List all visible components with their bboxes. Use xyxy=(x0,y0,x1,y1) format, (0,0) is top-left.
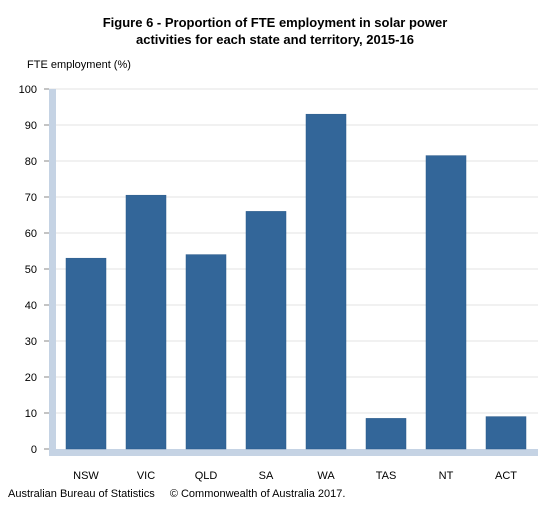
chart-title-line-1: Figure 6 - Proportion of FTE employment … xyxy=(102,15,448,30)
y-tick-label: 80 xyxy=(25,156,37,168)
y-tick-label: 60 xyxy=(25,228,37,240)
x-tick-label: NSW xyxy=(73,470,99,482)
y-axis-label: FTE employment (%) xyxy=(27,59,131,71)
x-tick-label: SA xyxy=(259,470,274,482)
y-tick-label: 10 xyxy=(25,408,37,420)
bars xyxy=(65,113,527,450)
source-text: Australian Bureau of Statistics xyxy=(8,488,155,500)
bar xyxy=(485,416,527,450)
y-tick-label: 0 xyxy=(31,444,37,456)
chart-title: Figure 6 - Proportion of FTE employment … xyxy=(0,14,550,48)
bar xyxy=(185,254,227,450)
x-tick-label: VIC xyxy=(137,470,155,482)
y-tick-label: 30 xyxy=(25,336,37,348)
y-tick-label: 20 xyxy=(25,372,37,384)
x-tick-label: QLD xyxy=(195,470,218,482)
y-tick-labels: 0 10 20 30 40 50 60 70 80 90 100 xyxy=(19,84,37,456)
x-tick-label: NT xyxy=(439,470,454,482)
y-tick-label: 100 xyxy=(19,84,37,96)
chart-title-line-2: activities for each state and territory,… xyxy=(136,32,414,47)
y-tick-label: 90 xyxy=(25,120,37,132)
x-tick-label: ACT xyxy=(495,470,517,482)
bar xyxy=(245,211,287,450)
x-tick-label: WA xyxy=(317,470,335,482)
y-tick-label: 40 xyxy=(25,300,37,312)
footer: Australian Bureau of Statistics © Common… xyxy=(8,488,357,500)
bar xyxy=(365,418,407,450)
axis-bands xyxy=(49,89,538,456)
x-tick-labels: NSW VIC QLD SA WA TAS NT ACT xyxy=(73,470,517,482)
y-tick-label: 70 xyxy=(25,192,37,204)
bar xyxy=(305,113,347,450)
x-axis-band xyxy=(49,449,538,456)
bar xyxy=(425,155,467,450)
copyright-text: © Commonwealth of Australia 2017. xyxy=(169,488,346,500)
y-axis-band xyxy=(49,89,56,449)
bar xyxy=(65,257,107,450)
bar xyxy=(125,194,167,450)
x-tick-label: TAS xyxy=(376,470,397,482)
y-tick-label: 50 xyxy=(25,264,37,276)
